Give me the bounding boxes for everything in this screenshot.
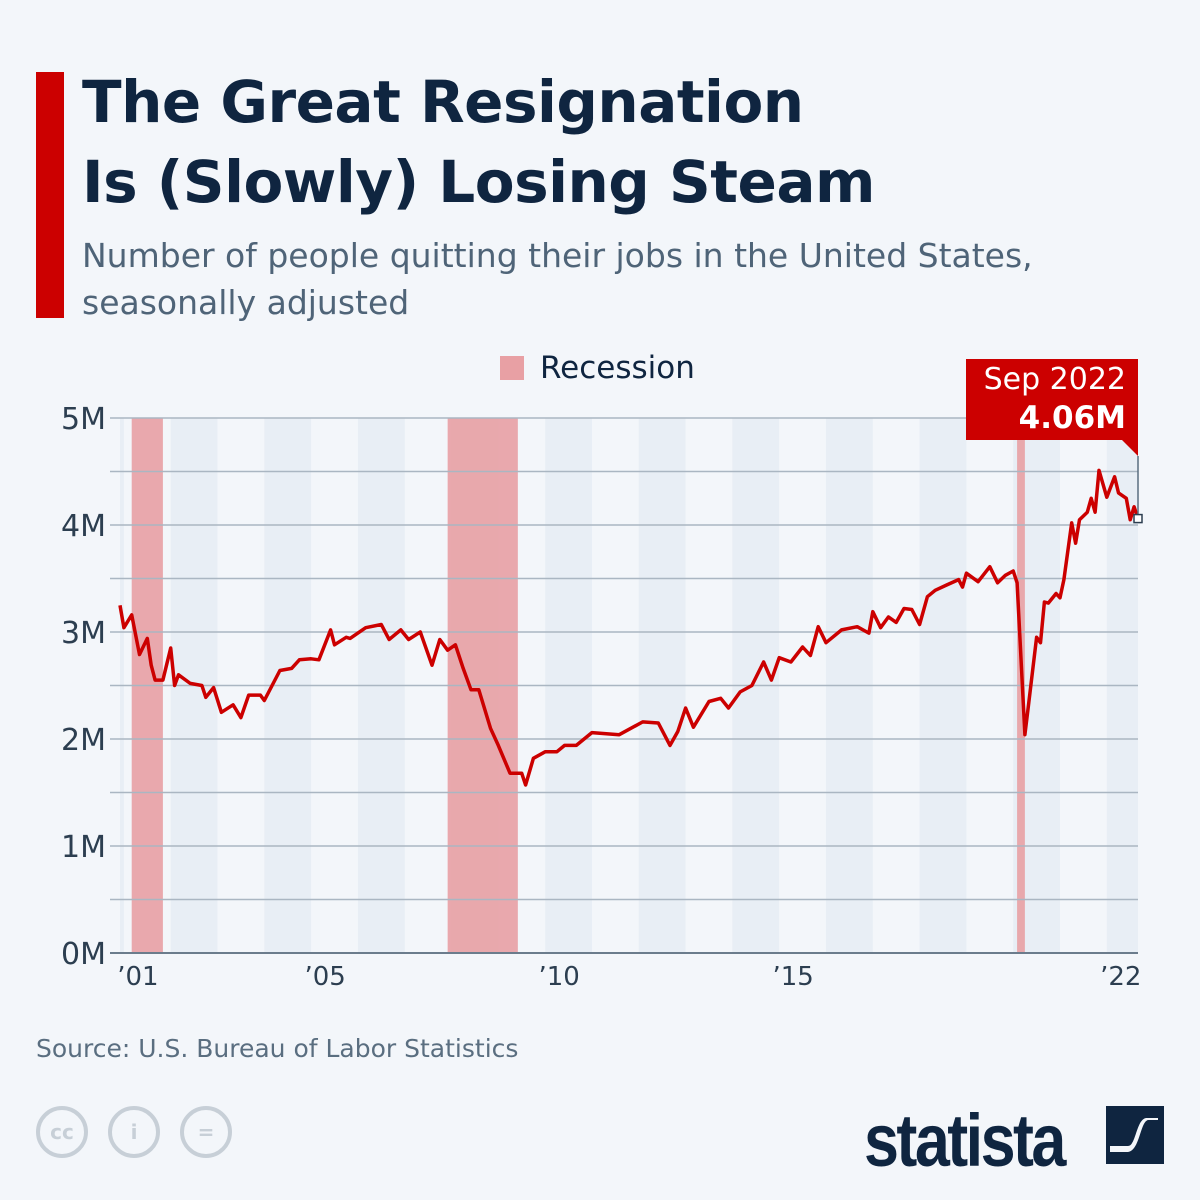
cc-icon[interactable]: cc <box>36 1106 88 1158</box>
x-tick-label: ’05 <box>304 962 345 992</box>
x-tick-label: ’01 <box>117 962 158 992</box>
subtitle: Number of people quitting their jobs in … <box>82 232 1033 326</box>
title-line-2: Is (Slowly) Losing Steam <box>82 148 875 216</box>
no-derivatives-icon[interactable]: = <box>180 1106 232 1158</box>
quits-series-line <box>118 468 1140 787</box>
source-note: Source: U.S. Bureau of Labor Statistics <box>36 1034 519 1063</box>
recession-swatch <box>500 356 524 380</box>
y-tick-label: 2M <box>61 723 106 758</box>
subtitle-line-1: Number of people quitting their jobs in … <box>82 236 1033 275</box>
y-tick-label: 4M <box>61 509 106 544</box>
y-tick-label: 0M <box>61 937 106 972</box>
attribution-icon[interactable]: i <box>108 1106 160 1158</box>
y-tick-label: 3M <box>61 616 106 651</box>
legend: Recession <box>500 350 695 386</box>
callout-date: Sep 2022 <box>983 362 1126 397</box>
x-tick-label: ’15 <box>772 962 813 992</box>
x-tick-label: ’22 <box>1100 962 1141 992</box>
page-title: The Great Resignation Is (Slowly) Losing … <box>82 62 875 222</box>
y-tick-label: 5M <box>61 402 106 437</box>
last-point-marker <box>1133 513 1143 524</box>
callout-value: 4.06M <box>1018 400 1126 436</box>
y-tick-label: 1M <box>61 830 106 865</box>
statista-wordmark: statista <box>864 1099 1066 1182</box>
x-tick-label: ’10 <box>538 962 579 992</box>
statista-logo[interactable]: statista <box>864 1098 1164 1183</box>
statista-mark-icon <box>1106 1106 1164 1164</box>
legend-recession-label: Recession <box>540 350 695 386</box>
accent-bar <box>36 72 64 318</box>
subtitle-line-2: seasonally adjusted <box>82 283 410 322</box>
last-value-callout: Sep 2022 4.06M <box>966 359 1138 456</box>
title-line-1: The Great Resignation <box>82 68 804 136</box>
